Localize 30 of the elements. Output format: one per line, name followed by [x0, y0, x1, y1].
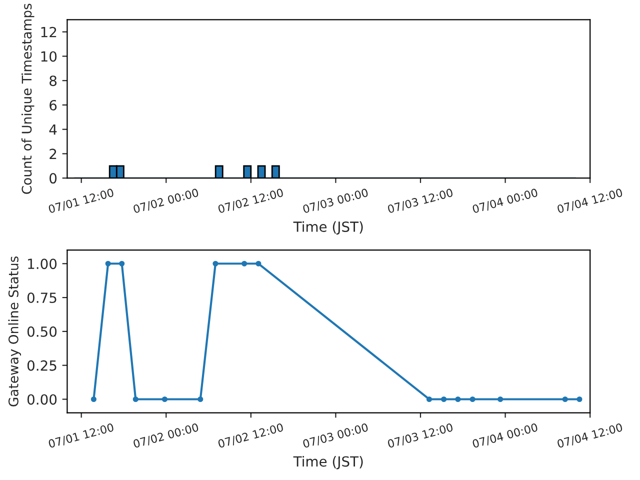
x-tick-label: 07/01 12:00 [48, 422, 114, 449]
y-axis-title: Gateway Online Status [8, 256, 21, 406]
x-tick-label: 07/03 00:00 [302, 188, 369, 214]
y-tick-label: 12 [41, 26, 56, 38]
y-tick-label: 6 [50, 100, 57, 110]
y-tick-label: 0.75 [27, 292, 56, 304]
y-tick-label: 0.50 [27, 326, 57, 337]
x-tick-label: 07/02 00:00 [132, 188, 200, 214]
x-tick-label: 07/03 12:00 [387, 422, 454, 449]
y-axis-title: Count of Unique Timestamps [21, 4, 34, 194]
y-tick-label: 8 [50, 76, 57, 86]
y-tick-label: 2 [50, 148, 56, 159]
x-tick-label: 07/01 12:00 [48, 188, 114, 214]
y-tick-label: 0.25 [27, 360, 56, 371]
x-tick-label: 07/02 12:00 [218, 422, 284, 449]
x-axis-title: Time (JST) [293, 221, 363, 235]
x-tick-label: 07/02 00:00 [132, 422, 200, 449]
x-axis-title: Time (JST) [293, 456, 363, 470]
y-tick-label: 4 [49, 124, 57, 135]
x-tick-label: 07/04 00:00 [472, 422, 538, 449]
y-tick-label: 1.00 [28, 258, 57, 270]
x-tick-label: 07/04 00:00 [472, 188, 538, 214]
x-tick-label: 07/02 12:00 [218, 188, 284, 214]
y-tick-label: 0.00 [27, 394, 57, 405]
x-tick-label: 07/03 12:00 [387, 188, 454, 214]
x-tick-label: 07/04 12:00 [556, 422, 624, 449]
x-tick-label: 07/03 00:00 [302, 422, 369, 449]
y-tick-label: 10 [41, 51, 57, 62]
x-tick-label: 07/04 12:00 [556, 188, 624, 214]
y-tick-label: 0 [50, 173, 57, 184]
